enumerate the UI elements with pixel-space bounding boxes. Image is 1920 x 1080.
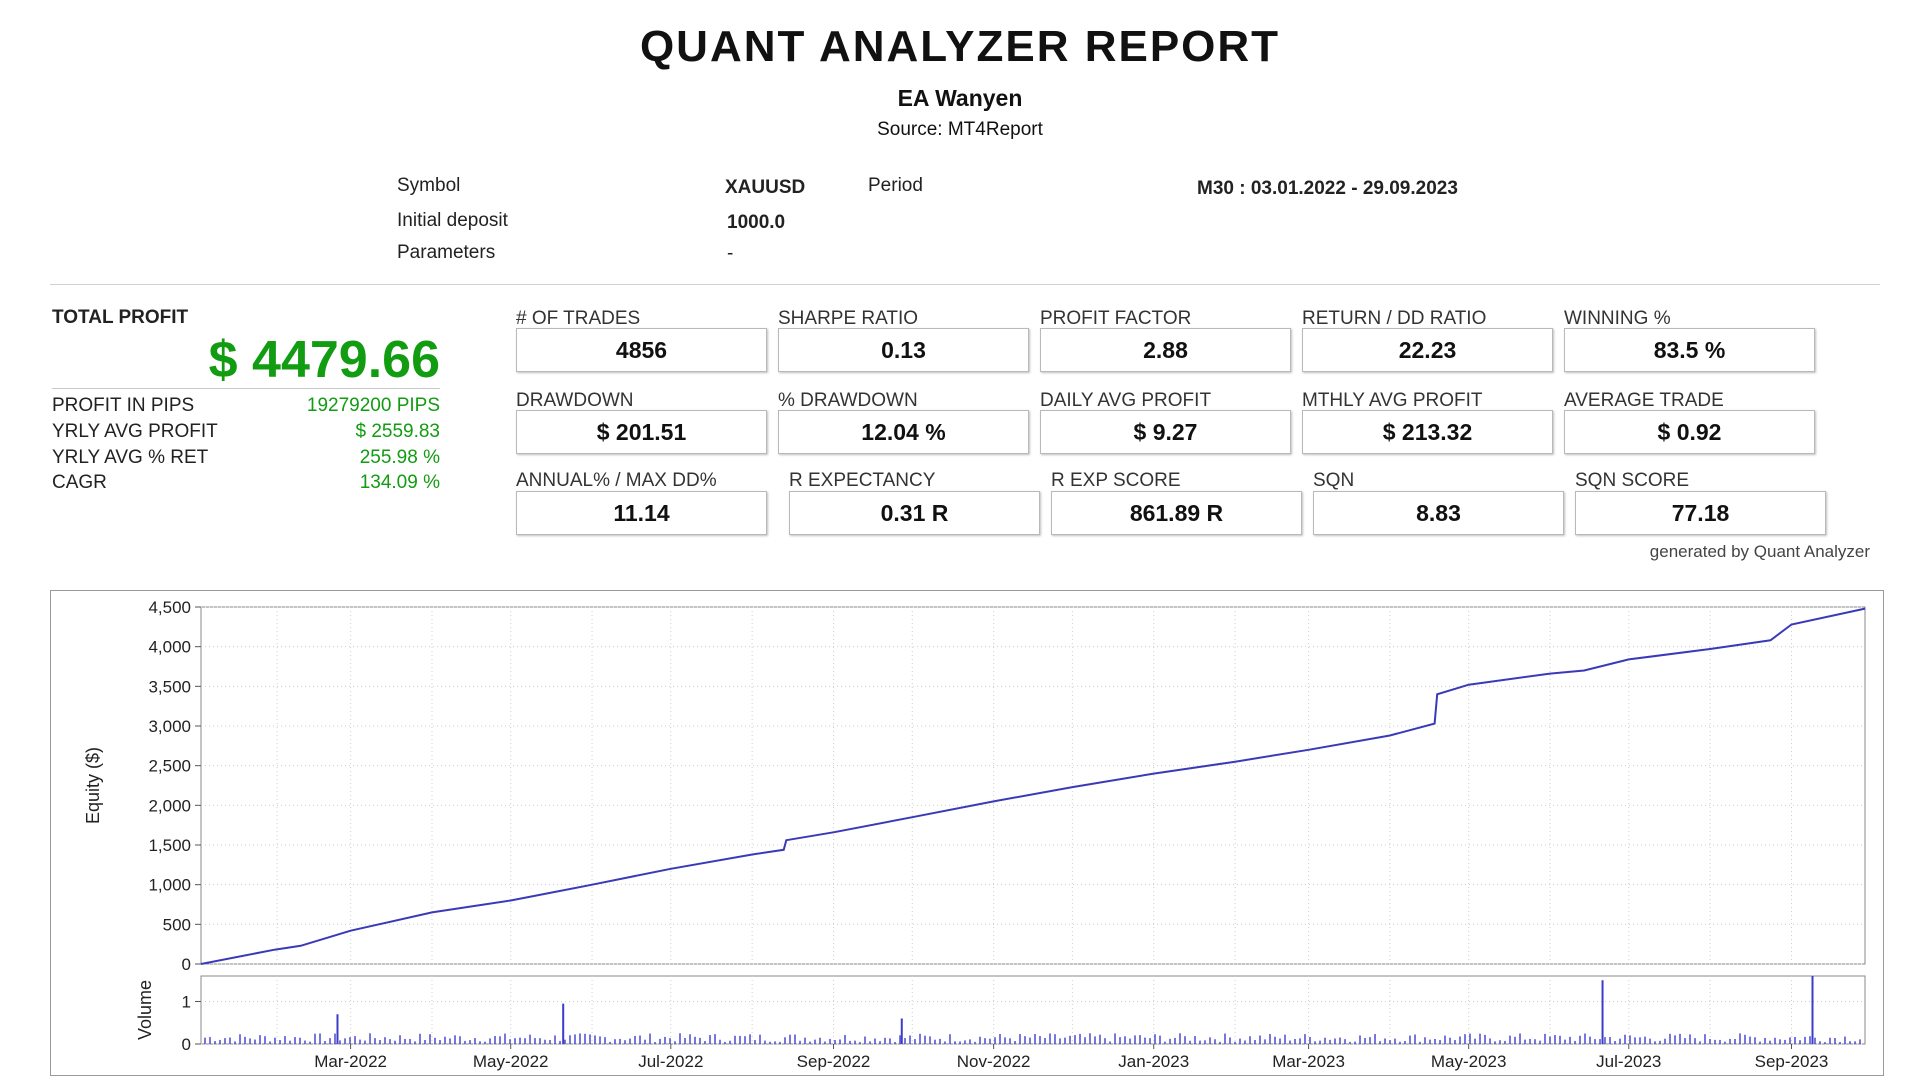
x-tick-label: Jan-2023 bbox=[1118, 1052, 1189, 1071]
equity-y-tick-label: 1,000 bbox=[148, 876, 191, 895]
stat-value-sharpe: 0.13 bbox=[778, 328, 1029, 372]
stat-label-return-dd: RETURN / DD RATIO bbox=[1302, 308, 1487, 329]
stat-value-r-expectancy: 0.31 R bbox=[789, 491, 1040, 535]
x-tick-label: May-2022 bbox=[473, 1052, 549, 1071]
stat-value-drawdown: $ 201.51 bbox=[516, 410, 767, 454]
x-tick-label: Sep-2022 bbox=[797, 1052, 871, 1071]
stat-value-return-dd: 22.23 bbox=[1302, 328, 1553, 372]
stat-value-annual-maxdd: 11.14 bbox=[516, 491, 767, 535]
equity-y-tick-label: 1,500 bbox=[148, 836, 191, 855]
stat-value-sqn-score: 77.18 bbox=[1575, 491, 1826, 535]
cagr-label: CAGR bbox=[52, 472, 107, 493]
stat-value-winning: 83.5 % bbox=[1564, 328, 1815, 372]
report-source: Source: MT4Report bbox=[877, 119, 1043, 140]
stat-label-winning: WINNING % bbox=[1564, 308, 1671, 329]
equity-y-tick-label: 2,000 bbox=[148, 796, 191, 815]
stat-value-average-trade: $ 0.92 bbox=[1564, 410, 1815, 454]
stat-label-mthly-avg: MTHLY AVG PROFIT bbox=[1302, 390, 1483, 411]
stat-value-r-exp-score: 861.89 R bbox=[1051, 491, 1302, 535]
stat-label-daily-avg: DAILY AVG PROFIT bbox=[1040, 390, 1212, 411]
equity-y-tick-label: 500 bbox=[163, 915, 191, 934]
report-title: QUANT ANALYZER REPORT bbox=[639, 22, 1281, 71]
stat-label-drawdown: DRAWDOWN bbox=[516, 390, 634, 411]
yrly-avg-profit-value: $ 2559.83 bbox=[355, 421, 440, 442]
x-tick-label: Nov-2022 bbox=[957, 1052, 1031, 1071]
period-label: Period bbox=[868, 175, 923, 196]
stat-label-annual-maxdd: ANNUAL% / MAX DD% bbox=[516, 470, 717, 491]
x-tick-label: Mar-2023 bbox=[1272, 1052, 1345, 1071]
deposit-label: Initial deposit bbox=[397, 210, 508, 231]
stat-label-sharpe: SHARPE RATIO bbox=[778, 308, 919, 329]
stat-label-sqn: SQN bbox=[1313, 470, 1355, 491]
generated-by-note: generated by Quant Analyzer bbox=[1649, 542, 1870, 561]
stat-value-pct-drawdown: 12.04 % bbox=[778, 410, 1029, 454]
report-subtitle: EA Wanyen bbox=[897, 85, 1023, 111]
stat-label-sqn-score: SQN SCORE bbox=[1575, 470, 1690, 491]
profit-pips-value: 19279200 PIPS bbox=[306, 395, 440, 416]
cagr-value: 134.09 % bbox=[359, 472, 440, 493]
volume-plot-area bbox=[200, 975, 1866, 1045]
symbol-label: Symbol bbox=[397, 175, 461, 196]
stat-value-sqn: 8.83 bbox=[1313, 491, 1564, 535]
x-tick-label: Jul-2023 bbox=[1596, 1052, 1661, 1071]
stat-value-daily-avg: $ 9.27 bbox=[1040, 410, 1291, 454]
equity-y-tick-label: 3,500 bbox=[148, 677, 191, 696]
stat-label-trades: # OF TRADES bbox=[516, 308, 641, 329]
total-profit-label: TOTAL PROFIT bbox=[52, 307, 189, 328]
equity-volume-chart: 0 500 1,000 1,500 2,000 2,500 3,000 3,500 4,000 4… bbox=[83, 598, 1866, 1071]
parameters-label: Parameters bbox=[397, 242, 496, 263]
profit-pips-label: PROFIT IN PIPS bbox=[52, 395, 195, 416]
x-tick-label: May-2023 bbox=[1431, 1052, 1507, 1071]
equity-line bbox=[200, 607, 1866, 965]
deposit-value: 1000.0 bbox=[727, 212, 786, 233]
stat-label-average-trade: AVERAGE TRADE bbox=[1564, 390, 1724, 411]
yrly-avg-ret-value: 255.98 % bbox=[359, 447, 440, 468]
parameters-value: - bbox=[727, 243, 734, 264]
header-divider bbox=[50, 284, 1880, 285]
x-tick-label: Mar-2022 bbox=[314, 1052, 387, 1071]
stat-value-trades: 4856 bbox=[516, 328, 767, 372]
stat-value-profit-factor: 2.88 bbox=[1040, 328, 1291, 372]
stat-label-r-exp-score: R EXP SCORE bbox=[1051, 470, 1181, 491]
equity-chart-frame: 0 500 1,000 1,500 2,000 2,500 3,000 3,500 4,000 4… bbox=[50, 590, 1884, 1076]
x-tick-label: Sep-2023 bbox=[1755, 1052, 1829, 1071]
stat-value-mthly-avg: $ 213.32 bbox=[1302, 410, 1553, 454]
equity-y-tick-label: 0 bbox=[182, 955, 191, 974]
symbol-value: XAUUSD bbox=[725, 177, 806, 198]
equity-y-tick-label: 2,500 bbox=[148, 757, 191, 776]
stat-label-r-expectancy: R EXPECTANCY bbox=[789, 470, 936, 491]
total-profit-value: $ 4479.66 bbox=[208, 331, 440, 389]
equity-y-tick-label: 3,000 bbox=[148, 717, 191, 736]
total-profit-divider bbox=[52, 388, 440, 389]
equity-y-tick-label: 4,000 bbox=[148, 638, 191, 657]
stat-label-profit-factor: PROFIT FACTOR bbox=[1040, 308, 1192, 329]
volume-axis-label: Volume bbox=[135, 980, 155, 1040]
volume-y-tick-label: 1 bbox=[182, 993, 191, 1012]
equity-axis-label: Equity ($) bbox=[83, 747, 103, 824]
yrly-avg-ret-label: YRLY AVG % RET bbox=[52, 447, 209, 468]
stat-label-pct-drawdown: % DRAWDOWN bbox=[778, 390, 918, 411]
x-tick-label: Jul-2022 bbox=[638, 1052, 703, 1071]
volume-y-tick-label: 0 bbox=[182, 1035, 191, 1054]
period-value: M30 : 03.01.2022 - 29.09.2023 bbox=[1197, 178, 1458, 199]
equity-y-tick-label: 4,500 bbox=[148, 598, 191, 617]
yrly-avg-profit-label: YRLY AVG PROFIT bbox=[52, 421, 218, 442]
